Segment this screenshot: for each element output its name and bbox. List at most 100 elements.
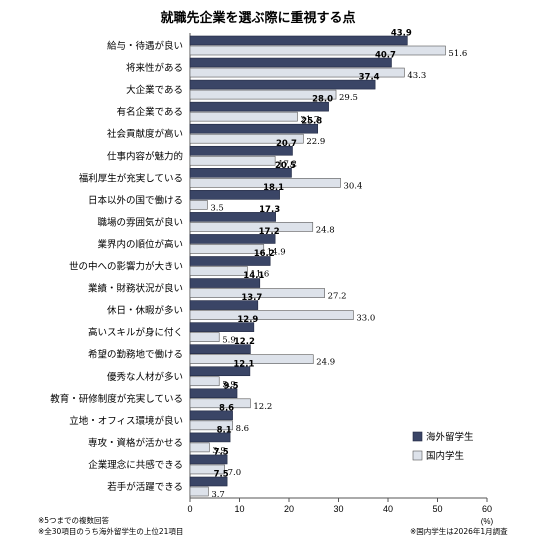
bar-domestic-students bbox=[189, 155, 276, 166]
bar-overseas-students bbox=[189, 300, 259, 310]
category-label: 世の中への影響力が大きい bbox=[69, 261, 183, 273]
value-label-overseas: 37.4 bbox=[359, 73, 380, 83]
category-label: 優秀な人材が多い bbox=[107, 371, 183, 383]
value-label-overseas: 17.2 bbox=[259, 227, 280, 237]
bar-domestic-students bbox=[189, 310, 354, 320]
bar-domestic-students bbox=[189, 420, 233, 431]
bar-domestic-students bbox=[189, 442, 210, 453]
bar-overseas-students bbox=[189, 212, 276, 222]
category-label: 給与・待遇が良い bbox=[107, 40, 183, 52]
value-label-domestic: 3.7 bbox=[211, 490, 225, 500]
value-label-overseas: 28.0 bbox=[312, 95, 333, 105]
x-tick-label: 10 bbox=[234, 504, 244, 514]
category-label: 日本以外の国で働ける bbox=[88, 194, 183, 206]
value-label-domestic: 24.9 bbox=[316, 358, 335, 368]
value-label-domestic: 3.9 bbox=[212, 446, 226, 456]
bar-overseas-students bbox=[189, 454, 228, 465]
value-label-overseas: 16.2 bbox=[254, 249, 275, 259]
category-label: 立地・オフィス環境が良い bbox=[69, 415, 183, 427]
bar-overseas-students bbox=[189, 145, 293, 156]
category-label: 職場の雰囲気が良い bbox=[97, 216, 183, 228]
x-tick-label: 40 bbox=[383, 504, 393, 514]
category-label: 将来性がある bbox=[126, 62, 183, 74]
bar-domestic-students bbox=[189, 178, 341, 188]
x-axis-unit: (%) bbox=[481, 517, 494, 526]
x-tick-label: 20 bbox=[284, 504, 294, 514]
bar-overseas-students bbox=[189, 476, 228, 487]
bar-domestic-students bbox=[189, 288, 325, 298]
value-label-domestic: 24.8 bbox=[316, 225, 335, 235]
category-label: 福利厚生が充実している bbox=[79, 172, 183, 184]
value-label-domestic: 27.2 bbox=[328, 292, 347, 302]
bar-domestic-students bbox=[189, 486, 209, 497]
bar-overseas-students bbox=[189, 410, 233, 421]
bar-overseas-students bbox=[189, 79, 376, 90]
category-label: 仕事内容が魅力的 bbox=[107, 150, 183, 162]
legend-label: 国内学生 bbox=[426, 450, 465, 462]
value-label-overseas: 9.5 bbox=[223, 381, 238, 391]
value-label-domestic: 29.5 bbox=[339, 93, 358, 103]
value-label-domestic: 5.9 bbox=[222, 336, 236, 346]
category-label: 有名企業である bbox=[117, 106, 183, 118]
bar-overseas-students bbox=[189, 388, 238, 399]
bar-domestic-students bbox=[189, 266, 248, 276]
value-label-domestic: 8.6 bbox=[236, 424, 250, 434]
bar-domestic-students bbox=[189, 332, 220, 342]
value-label-overseas: 25.8 bbox=[301, 117, 322, 127]
bar-domestic-students bbox=[189, 200, 208, 210]
note-top-21: ※全30項目のうち海外留学生の上位21項目 bbox=[38, 526, 183, 536]
bar-domestic-students bbox=[189, 89, 337, 100]
value-label-overseas: 7.5 bbox=[214, 447, 229, 457]
value-label-domestic: 33.0 bbox=[356, 314, 375, 324]
bar-overseas-students bbox=[189, 190, 280, 200]
value-label-overseas: 20.7 bbox=[276, 139, 297, 149]
value-label-overseas: 8.1 bbox=[217, 425, 232, 435]
value-label-domestic: 30.4 bbox=[343, 181, 362, 191]
bar-domestic-students bbox=[189, 398, 251, 409]
bar-overseas-students bbox=[189, 256, 271, 266]
bar-overseas-students bbox=[189, 344, 251, 355]
bar-overseas-students bbox=[189, 322, 255, 332]
bar-overseas-students bbox=[189, 278, 261, 288]
category-label: 希望の勤務地で働ける bbox=[88, 349, 183, 361]
value-label-domestic: 17.2 bbox=[278, 159, 297, 169]
bar-domestic-students bbox=[189, 45, 446, 56]
bar-domestic-students bbox=[189, 376, 220, 387]
bar-overseas-students bbox=[189, 366, 251, 377]
value-label-domestic: 14.9 bbox=[267, 247, 286, 257]
legend-swatch bbox=[412, 450, 423, 461]
value-label-domestic: 51.6 bbox=[448, 49, 467, 59]
category-label: 社会貢献度が高い bbox=[107, 128, 183, 140]
x-tick-label: 0 bbox=[187, 504, 192, 514]
category-label: 専攻・資格が活かせる bbox=[88, 437, 183, 449]
value-label-overseas: 14.1 bbox=[243, 271, 264, 281]
category-label: 業績・財務状況が良い bbox=[88, 283, 183, 295]
value-label-domestic: 12.2 bbox=[253, 402, 272, 412]
x-tick-label: 50 bbox=[432, 504, 442, 514]
category-label: 若手が活躍できる bbox=[107, 481, 183, 493]
category-label: 業界内の順位が高い bbox=[97, 238, 183, 250]
value-label-domestic: 43.3 bbox=[407, 71, 426, 81]
bar-domestic-students bbox=[189, 111, 298, 122]
bar-overseas-students bbox=[189, 35, 408, 46]
value-label-overseas: 8.6 bbox=[219, 403, 234, 413]
value-label-overseas: 12.1 bbox=[233, 359, 254, 369]
bar-domestic-students bbox=[189, 354, 314, 365]
value-label-domestic: 7.0 bbox=[228, 468, 242, 478]
bar-domestic-students bbox=[189, 67, 405, 78]
value-label-domestic: 11.6 bbox=[250, 270, 269, 280]
value-label-overseas: 13.7 bbox=[241, 293, 262, 303]
bar-domestic-students bbox=[189, 244, 265, 254]
value-label-overseas: 7.5 bbox=[214, 470, 229, 480]
plot-area: 0 10 20 30 40 50 60 (%) 給与・待遇が良い 43.9 51.6 将来性がある 40… bbox=[50, 29, 493, 527]
value-label-overseas: 40.7 bbox=[375, 51, 396, 61]
bar-overseas-students bbox=[189, 123, 319, 134]
value-label-domestic: 22.9 bbox=[306, 137, 325, 147]
value-label-overseas: 12.2 bbox=[234, 337, 255, 347]
category-label: 教育・研修制度が充実している bbox=[50, 393, 183, 405]
x-tick-label: 30 bbox=[333, 504, 343, 514]
value-label-domestic: 5.9 bbox=[222, 380, 236, 390]
chart-title: 就職先企業を選ぶ際に重視する点 bbox=[160, 10, 355, 26]
